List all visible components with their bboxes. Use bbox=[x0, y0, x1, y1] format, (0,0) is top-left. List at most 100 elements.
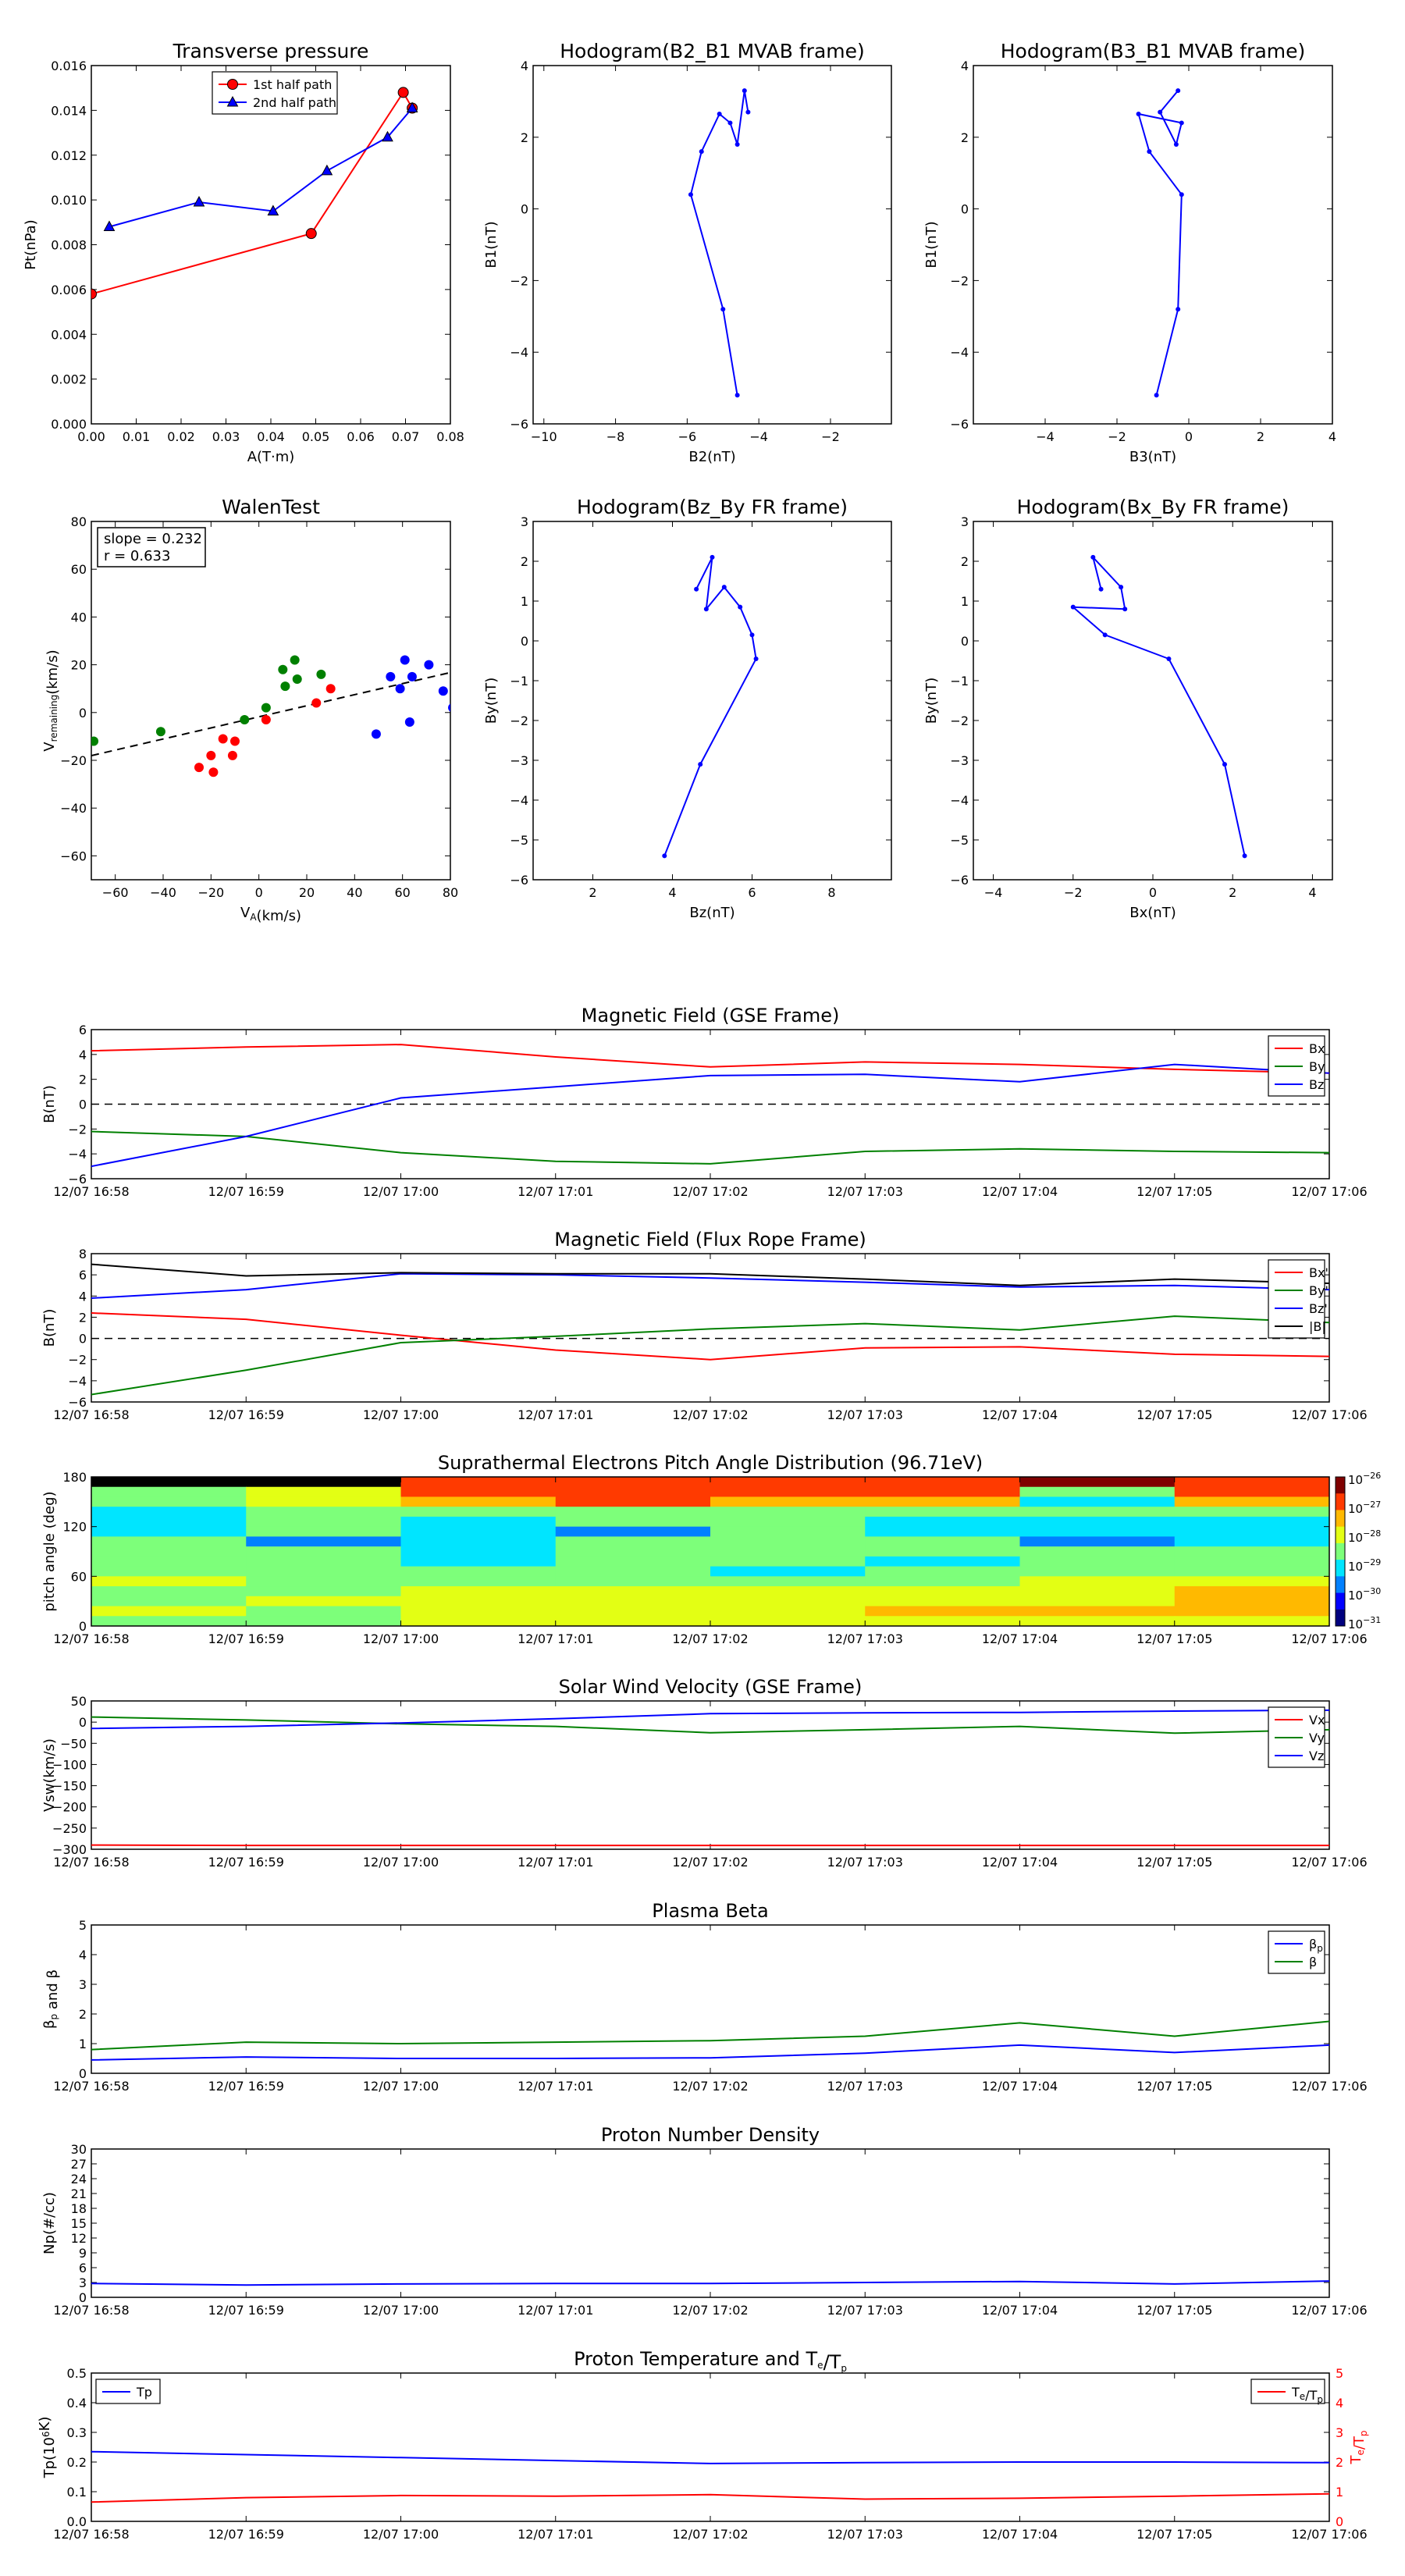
x-tick-label: 12/07 17:03 bbox=[827, 1855, 903, 1870]
x-tick-label: 12/07 17:03 bbox=[827, 1184, 903, 1199]
x-tick-label: −2 bbox=[1064, 885, 1083, 900]
x-tick-label: 20 bbox=[299, 885, 315, 900]
y-tick-label: 4 bbox=[961, 59, 969, 73]
magnetic-field-fr-plot-area bbox=[91, 1263, 1329, 1396]
heatmap-cell bbox=[710, 1586, 866, 1597]
x-tick-label: 12/07 17:06 bbox=[1291, 1184, 1367, 1199]
x-tick-label: −4 bbox=[984, 885, 1003, 900]
hodogram-bx-by-title: Hodogram(Bx_By FR frame) bbox=[1017, 496, 1289, 518]
data-point bbox=[753, 656, 759, 661]
x-tick-label: 60 bbox=[394, 885, 410, 900]
scatter-point bbox=[386, 671, 396, 681]
plasma-beta-plot-area bbox=[91, 2020, 1329, 2061]
data-point bbox=[742, 88, 747, 94]
y2-axis-label: Te/Tp bbox=[1348, 2430, 1369, 2464]
heatmap-cell bbox=[865, 1477, 1021, 1488]
x-tick-label: 12/07 17:02 bbox=[672, 1631, 748, 1646]
heatmap-cell bbox=[555, 1616, 711, 1626]
series-line-2nd-half-path bbox=[108, 107, 413, 228]
data-point bbox=[305, 228, 317, 240]
x-tick-label: 12/07 17:00 bbox=[363, 1631, 439, 1646]
y-axis-label: By(nT) bbox=[923, 678, 940, 724]
walen-test-axes-frame bbox=[91, 521, 451, 881]
heatmap-cell bbox=[865, 1516, 1021, 1528]
y-axis-label: B(nT) bbox=[41, 1085, 58, 1123]
data-point bbox=[91, 288, 97, 300]
scatter-point bbox=[194, 763, 204, 773]
x-tick-label: 12/07 17:04 bbox=[982, 2079, 1058, 2094]
heatmap-cell bbox=[555, 1586, 711, 1597]
y-axis-label: Tp(106K) bbox=[37, 2417, 58, 2479]
x-tick-label: 2 bbox=[1229, 885, 1236, 900]
data-point bbox=[1158, 109, 1163, 115]
heatmap-cell bbox=[1174, 1616, 1329, 1626]
transverse-pressure-plot-area bbox=[91, 87, 418, 300]
x-tick-label: 12/07 17:06 bbox=[1291, 2527, 1367, 2542]
heatmap-cell bbox=[555, 1486, 711, 1498]
x-tick-label: 0.02 bbox=[167, 429, 195, 444]
heatmap-cell bbox=[91, 1576, 247, 1587]
heatmap-cell bbox=[91, 1477, 247, 1488]
series-line-t-e-t-p bbox=[91, 2492, 1329, 2503]
x-tick-label: 12/07 17:02 bbox=[672, 2527, 748, 2542]
heatmap-cell bbox=[1174, 1596, 1329, 1607]
heatmap-cell bbox=[246, 1477, 402, 1488]
data-point bbox=[662, 853, 667, 859]
x-tick-label: 12/07 17:02 bbox=[672, 2303, 748, 2318]
y-tick-label: 6 bbox=[79, 2261, 87, 2275]
proton-density-plot-area bbox=[91, 2280, 1329, 2286]
heatmap-cell bbox=[246, 1616, 402, 1626]
heatmap-cell bbox=[1174, 1536, 1329, 1547]
legend: βpβ bbox=[1268, 1930, 1325, 1974]
y-tick-label: 0.000 bbox=[51, 417, 87, 432]
x-tick-label: 12/07 17:01 bbox=[518, 2527, 593, 2542]
x-tick-label: 12/07 17:04 bbox=[982, 2527, 1058, 2542]
y-tick-label: −20 bbox=[60, 753, 87, 768]
x-tick-label: 12/07 17:05 bbox=[1136, 2303, 1212, 2318]
legend-label: Te/Tp bbox=[1291, 2385, 1323, 2405]
x-axis-label: A(T·m) bbox=[247, 449, 295, 465]
y-tick-label: 4 bbox=[79, 1948, 87, 1962]
legend-label: |B| bbox=[1309, 1319, 1326, 1334]
series-line-vy bbox=[91, 1716, 1329, 1735]
legend-label: β bbox=[1309, 1955, 1317, 1969]
series-line-series-0 bbox=[91, 2280, 1329, 2286]
legend: 1st half path 2nd half path bbox=[212, 71, 338, 115]
heatmap-cell bbox=[246, 1576, 402, 1587]
y-tick-label: 0.1 bbox=[67, 2485, 87, 2500]
data-point bbox=[382, 130, 393, 142]
heatmap-cell bbox=[710, 1526, 866, 1537]
x-tick-label: 12/07 17:00 bbox=[363, 2303, 439, 2318]
y-tick-label: 1 bbox=[79, 2037, 87, 2051]
legend: Bx By Bz bbox=[1268, 1035, 1325, 1097]
y-tick-label: 2 bbox=[521, 130, 528, 145]
y-tick-label: −250 bbox=[52, 1821, 87, 1836]
y-tick-label: 4 bbox=[79, 1048, 87, 1062]
y-tick-label: 27 bbox=[71, 2157, 87, 2172]
x-tick-label: 12/07 17:06 bbox=[1291, 1407, 1367, 1422]
y-tick-label: −2 bbox=[68, 1122, 87, 1137]
heatmap-cell bbox=[710, 1566, 866, 1577]
y-tick-label: 40 bbox=[71, 610, 87, 624]
x-tick-label: 40 bbox=[347, 885, 362, 900]
scatter-point bbox=[316, 669, 326, 679]
x-tick-label: 0.04 bbox=[257, 429, 285, 444]
x-tick-label: 6 bbox=[748, 885, 756, 900]
x-tick-label: 12/07 17:02 bbox=[672, 1184, 748, 1199]
heatmap-cell bbox=[555, 1516, 711, 1528]
y-tick-label: 4 bbox=[79, 1289, 87, 1304]
y-axis-label: βp and β bbox=[41, 1969, 61, 2029]
heatmap-cell bbox=[246, 1596, 402, 1607]
y-axis-label: Pt(nPa) bbox=[23, 219, 39, 269]
heatmap-cell bbox=[91, 1606, 247, 1617]
y-tick-label: −4 bbox=[950, 345, 969, 360]
series-line--p bbox=[91, 2044, 1329, 2061]
proton-density-title: Proton Number Density bbox=[601, 2124, 820, 2146]
y2-tick-label: 1 bbox=[1336, 2485, 1343, 2500]
y-tick-label: 2 bbox=[961, 130, 969, 145]
data-point bbox=[749, 632, 755, 638]
heatmap-cell bbox=[1019, 1486, 1176, 1498]
heatmap-cell bbox=[710, 1596, 866, 1607]
heatmap-cell bbox=[246, 1507, 402, 1517]
data-point bbox=[1102, 632, 1108, 638]
